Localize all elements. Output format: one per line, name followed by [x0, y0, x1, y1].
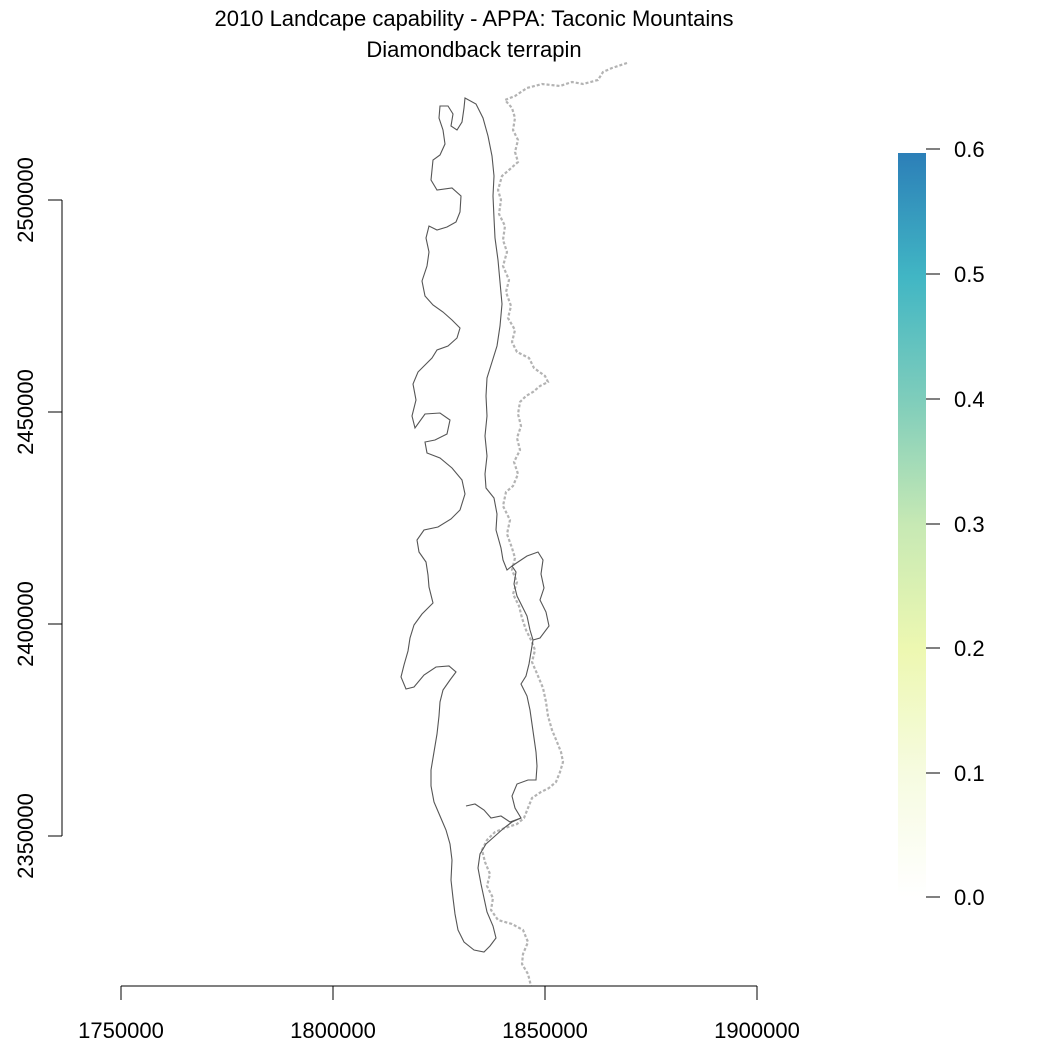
colorbar-tick-label: 0.1 — [954, 761, 985, 786]
chart-subtitle: Diamondback terrapin — [366, 37, 581, 62]
colorbar-tick-label: 0.4 — [954, 387, 985, 412]
x-tick-label: 1850000 — [502, 1018, 588, 1043]
x-tick-label: 1900000 — [714, 1018, 800, 1043]
colorbar-tick-label: 0.6 — [954, 137, 985, 162]
y-axis: 2350000 2400000 2450000 2500000 — [13, 157, 63, 879]
y-tick-label: 2400000 — [13, 581, 38, 667]
y-tick-label: 2450000 — [13, 369, 38, 455]
colorbar-tick-label: 0.2 — [954, 636, 985, 661]
colorbar-gradient — [898, 153, 926, 897]
y-tick-label: 2350000 — [13, 793, 38, 879]
region-boundary-south — [465, 803, 522, 823]
region-boundary-east — [511, 551, 550, 641]
chart-title: 2010 Landcape capability - APPA: Taconic… — [215, 6, 734, 31]
x-tick-label: 1800000 — [290, 1018, 376, 1043]
colorbar-tick-label: 0.3 — [954, 512, 985, 537]
y-tick-label: 2500000 — [13, 157, 38, 243]
colorbar-tick-label: 0.0 — [954, 885, 985, 910]
x-axis: 1750000 1800000 1850000 1900000 — [78, 985, 800, 1043]
colorbar-legend: 0.0 0.1 0.2 0.3 0.4 0.5 0.6 — [898, 137, 985, 910]
x-tick-label: 1750000 — [78, 1018, 164, 1043]
state-boundary-line — [480, 61, 628, 987]
region-boundary — [400, 97, 538, 953]
colorbar-tick-label: 0.5 — [954, 262, 985, 287]
